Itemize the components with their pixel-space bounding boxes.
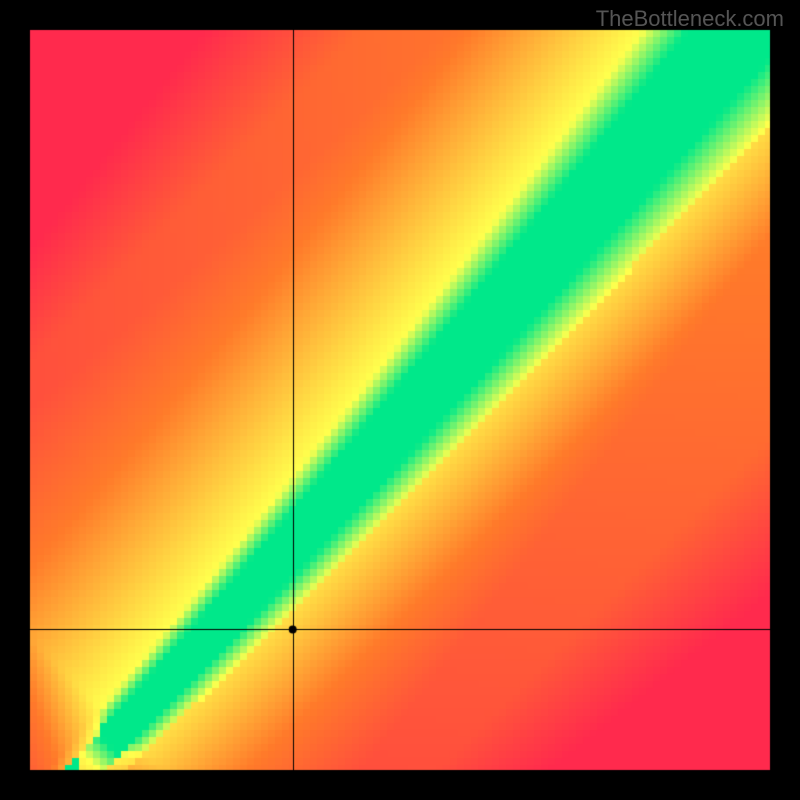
watermark-text: TheBottleneck.com — [596, 6, 784, 32]
heatmap-container: TheBottleneck.com — [0, 0, 800, 800]
bottleneck-heatmap-canvas — [0, 0, 800, 800]
